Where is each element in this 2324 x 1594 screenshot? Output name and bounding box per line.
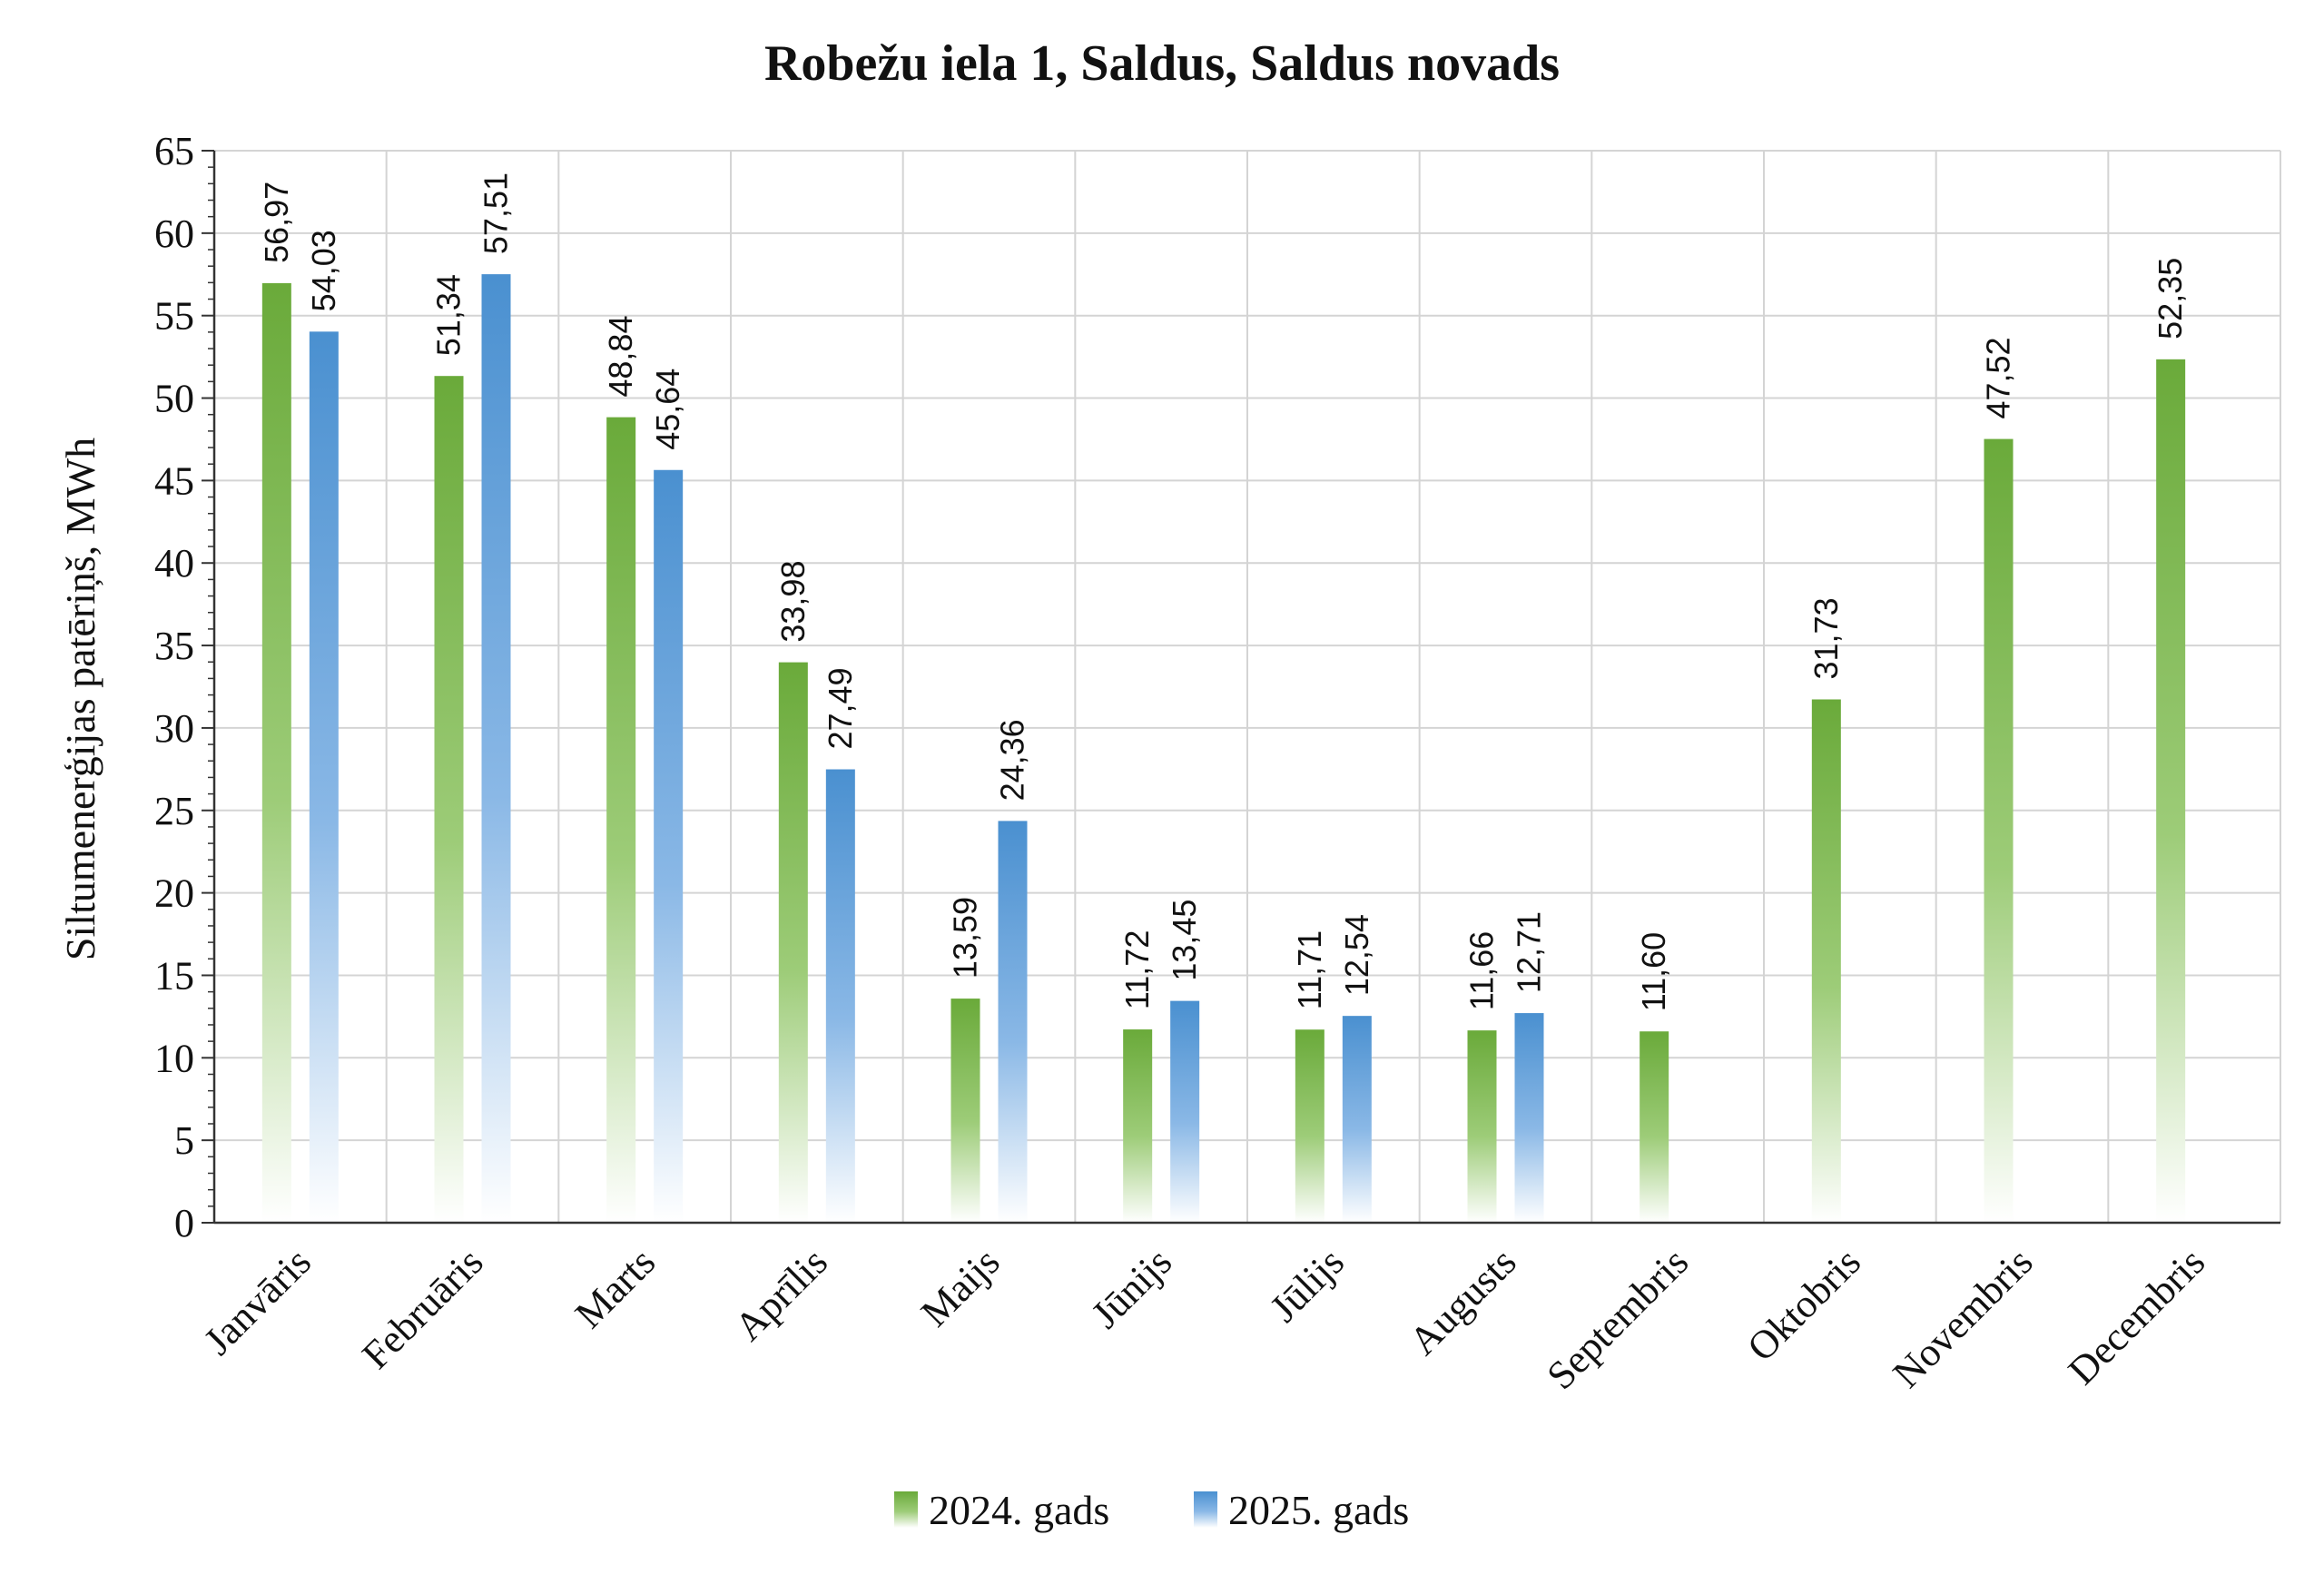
data-label: 52,35 [2152, 258, 2189, 339]
bar-2025 [1514, 1013, 1544, 1223]
legend: 2024. gads 2025. gads [894, 1487, 1409, 1533]
data-label: 11,60 [1635, 932, 1672, 1011]
data-label: 13,59 [947, 897, 984, 979]
bar-2025 [825, 769, 855, 1223]
x-tick-label: Oktobris [1738, 1239, 1869, 1370]
legend-label: 2025. gads [1228, 1487, 1409, 1533]
data-label: 11,71 [1291, 930, 1328, 1009]
y-tick-label: 60 [154, 212, 194, 256]
data-label: 11,66 [1463, 931, 1501, 1010]
x-tick-label: Februāris [353, 1239, 491, 1377]
bar-2025 [1170, 1000, 1200, 1223]
x-tick-label: Jūnijs [1083, 1239, 1180, 1336]
y-tick-label: 50 [154, 377, 194, 421]
x-tick-label: Marts [566, 1239, 664, 1336]
y-tick-label: 65 [154, 129, 194, 173]
data-labels: 56,97 51,34 48,84 33,98 13,59 11,72 11,71 11,66… [258, 172, 2189, 1011]
bar-2024 [1295, 1029, 1324, 1223]
bar-2025 [654, 469, 684, 1223]
data-label: 27,49 [822, 667, 859, 749]
legend-swatch-2024 [894, 1491, 918, 1528]
data-label: 24,36 [994, 719, 1031, 801]
x-tick-label: Jūlijs [1262, 1239, 1353, 1330]
bar-2024 [1640, 1031, 1669, 1223]
y-axis-label: Siltumenerģijas patēriņš, MWh [57, 438, 103, 960]
bar-2025 [481, 274, 511, 1223]
legend-swatch-2025 [1194, 1491, 1217, 1528]
bar-2024 [778, 662, 808, 1223]
axes: 0 5 10 15 20 25 30 35 40 45 50 55 60 65 Janvāris Februā… [154, 129, 2280, 1398]
x-tick-label: Aprīlis [726, 1239, 836, 1349]
x-tick-label: Janvāris [195, 1239, 320, 1363]
bar-2024 [1123, 1029, 1153, 1223]
x-tick-label: Maijs [912, 1239, 1009, 1335]
bar-2024 [2156, 359, 2186, 1223]
y-tick-label: 55 [154, 294, 194, 339]
data-label: 45,64 [649, 369, 686, 450]
legend-label: 2024. gads [929, 1487, 1109, 1533]
y-tick-label: 5 [174, 1118, 194, 1163]
bar-2024 [1811, 699, 1841, 1223]
y-tick-label: 10 [154, 1036, 194, 1080]
x-tick-label: Septembris [1539, 1239, 1698, 1398]
bars [261, 274, 2186, 1224]
y-tick-label: 25 [154, 789, 194, 833]
data-label: 56,97 [258, 182, 295, 263]
bar-2024 [261, 282, 291, 1223]
data-label: 11,72 [1118, 930, 1156, 1009]
y-tick-label: 35 [154, 624, 194, 668]
data-label: 12,54 [1338, 914, 1375, 996]
bar-2025 [1342, 1016, 1372, 1223]
bar-2024 [434, 376, 464, 1224]
y-tick-label: 40 [154, 541, 194, 585]
bar-2024 [606, 417, 636, 1224]
data-label: 54,03 [305, 230, 342, 311]
bar-2024 [1467, 1030, 1497, 1223]
x-tick-label: Augusts [1401, 1239, 1525, 1363]
bar-2025 [998, 821, 1028, 1223]
data-label: 48,84 [602, 316, 639, 398]
data-label: 51,34 [430, 274, 468, 356]
data-label: 13,45 [1166, 900, 1203, 981]
x-tick-label: Novembris [1885, 1239, 2042, 1396]
data-label: 57,51 [478, 172, 515, 254]
y-tick-label: 0 [174, 1201, 194, 1245]
chart-title: Robežu iela 1, Saldus, Saldus novads [764, 35, 1560, 92]
y-tick-label: 15 [154, 953, 194, 998]
data-label: 33,98 [774, 561, 812, 643]
y-tick-label: 20 [154, 871, 194, 916]
x-tick-label: Decembris [2060, 1239, 2213, 1392]
bar-2024 [950, 999, 980, 1223]
data-label: 31,73 [1807, 597, 1845, 679]
gridlines [214, 150, 2281, 1223]
y-tick-label: 45 [154, 458, 194, 503]
bar-2025 [309, 331, 339, 1223]
bar-2024 [1984, 438, 2014, 1223]
y-tick-label: 30 [154, 706, 194, 751]
data-label: 12,71 [1511, 911, 1548, 993]
data-label: 47,52 [1980, 338, 2017, 419]
